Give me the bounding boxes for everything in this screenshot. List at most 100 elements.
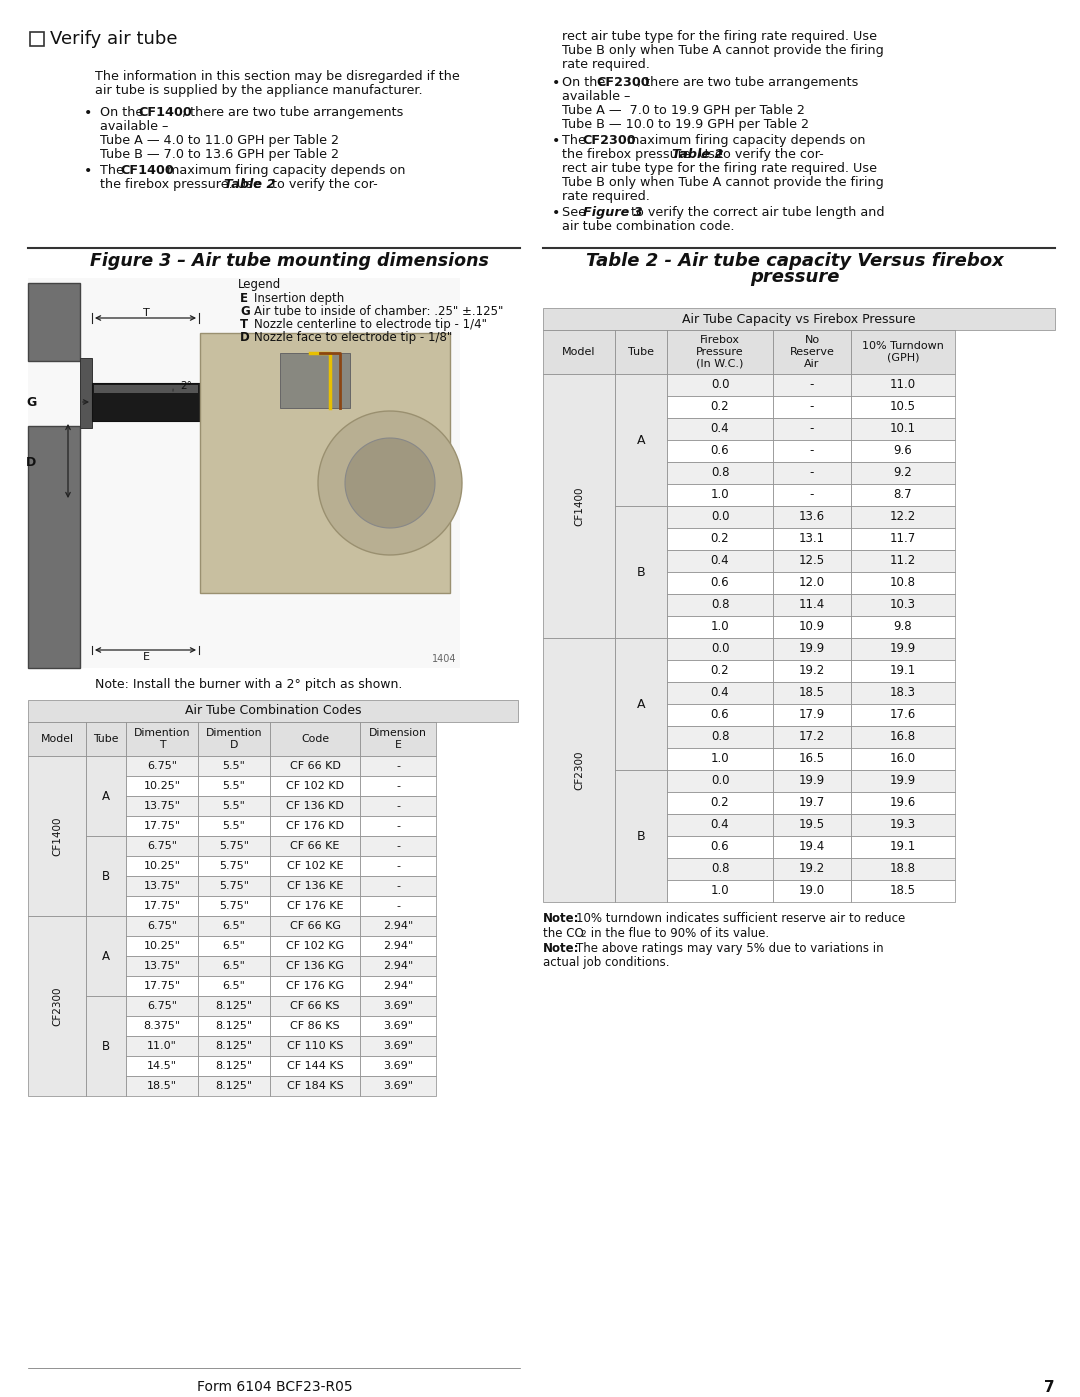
Text: 10.25": 10.25" (144, 861, 180, 870)
Bar (28, 278, 460, 668)
Text: the CO: the CO (543, 928, 584, 940)
Text: 10.5: 10.5 (890, 401, 916, 414)
Text: Verify air tube: Verify air tube (50, 29, 177, 47)
Text: -: - (396, 781, 400, 791)
Text: -: - (396, 841, 400, 851)
Text: 19.9: 19.9 (890, 774, 916, 788)
Bar (851, 770, 955, 792)
Bar (773, 659, 851, 682)
Text: 0.4: 0.4 (711, 819, 729, 831)
Text: 10.8: 10.8 (890, 577, 916, 590)
Bar (360, 977, 436, 996)
Text: CF 176 KE: CF 176 KE (287, 901, 343, 911)
Text: Tube B — 7.0 to 13.6 GPH per Table 2: Tube B — 7.0 to 13.6 GPH per Table 2 (100, 148, 339, 161)
Text: -: - (396, 800, 400, 812)
Text: No
Reserve
Air: No Reserve Air (789, 335, 835, 369)
Text: 16.0: 16.0 (890, 753, 916, 766)
Bar (667, 747, 773, 770)
Bar (851, 550, 955, 571)
Text: Tube A —  7.0 to 19.9 GPH per Table 2: Tube A — 7.0 to 19.9 GPH per Table 2 (562, 103, 805, 117)
Text: maximum firing capacity depends on: maximum firing capacity depends on (623, 134, 865, 147)
Bar (28, 722, 86, 756)
Text: 0.4: 0.4 (711, 686, 729, 700)
Text: 5.75": 5.75" (219, 861, 249, 870)
Text: 11.0": 11.0" (147, 1041, 177, 1051)
Text: , there are two tube arrangements: , there are two tube arrangements (183, 106, 403, 119)
Bar (126, 722, 198, 756)
Text: 5.5": 5.5" (222, 821, 245, 831)
Text: T: T (240, 319, 248, 331)
Text: 19.2: 19.2 (799, 862, 825, 876)
Bar (851, 880, 955, 902)
Bar (126, 756, 198, 775)
Bar (667, 704, 773, 726)
Text: CF 66 KE: CF 66 KE (291, 841, 340, 851)
Bar (615, 330, 667, 374)
Bar (773, 616, 851, 638)
Text: 13.75": 13.75" (144, 882, 180, 891)
Bar (851, 462, 955, 483)
Text: CF 176 KD: CF 176 KD (286, 821, 345, 831)
Bar (270, 1056, 360, 1076)
Bar (360, 895, 436, 916)
Text: the firebox pressure. Use: the firebox pressure. Use (100, 177, 265, 191)
Bar (270, 916, 360, 936)
Bar (126, 1016, 198, 1037)
Text: 8.125": 8.125" (215, 1041, 253, 1051)
Text: CF 184 KS: CF 184 KS (286, 1081, 343, 1091)
Bar (126, 876, 198, 895)
Bar (667, 374, 773, 395)
Bar (28, 756, 86, 916)
Text: -: - (810, 489, 814, 502)
Text: 2.94": 2.94" (383, 981, 414, 990)
Text: 10.1: 10.1 (890, 422, 916, 436)
Text: 10.25": 10.25" (144, 781, 180, 791)
Bar (126, 835, 198, 856)
Bar (198, 1076, 270, 1097)
Text: 0.4: 0.4 (711, 422, 729, 436)
Bar (851, 395, 955, 418)
Bar (773, 638, 851, 659)
Text: E: E (240, 292, 248, 305)
Text: •: • (552, 134, 561, 148)
Text: 1.0: 1.0 (711, 620, 729, 633)
Bar (773, 571, 851, 594)
Text: CF 136 KE: CF 136 KE (287, 882, 343, 891)
Text: 6.5": 6.5" (222, 961, 245, 971)
Bar (270, 796, 360, 816)
Text: 13.6: 13.6 (799, 510, 825, 524)
Text: available –: available – (562, 89, 631, 103)
Text: 11.0: 11.0 (890, 379, 916, 391)
Bar (30, 32, 44, 46)
Text: 6.5": 6.5" (222, 921, 245, 930)
Bar (773, 747, 851, 770)
Text: 1404: 1404 (432, 654, 457, 664)
Bar (615, 374, 667, 506)
Bar (198, 1037, 270, 1056)
Bar (543, 638, 615, 902)
Text: 2.94": 2.94" (383, 921, 414, 930)
Text: 19.9: 19.9 (890, 643, 916, 655)
Text: 0.2: 0.2 (711, 665, 729, 678)
Text: 13.75": 13.75" (144, 800, 180, 812)
Text: 0.8: 0.8 (711, 731, 729, 743)
Text: 16.5: 16.5 (799, 753, 825, 766)
Bar (773, 792, 851, 814)
Text: 5.5": 5.5" (222, 761, 245, 771)
Bar (851, 528, 955, 550)
Bar (28, 916, 86, 1097)
Text: 0.8: 0.8 (711, 467, 729, 479)
Bar (851, 814, 955, 835)
Bar (851, 571, 955, 594)
Bar (773, 594, 851, 616)
Text: E: E (143, 652, 149, 662)
Bar (126, 895, 198, 916)
Text: 19.5: 19.5 (799, 819, 825, 831)
Text: 0.8: 0.8 (711, 598, 729, 612)
Text: A: A (102, 950, 110, 963)
Text: 18.8: 18.8 (890, 862, 916, 876)
Bar (851, 374, 955, 395)
Text: 18.5: 18.5 (890, 884, 916, 897)
Bar (667, 330, 773, 374)
Bar (198, 936, 270, 956)
